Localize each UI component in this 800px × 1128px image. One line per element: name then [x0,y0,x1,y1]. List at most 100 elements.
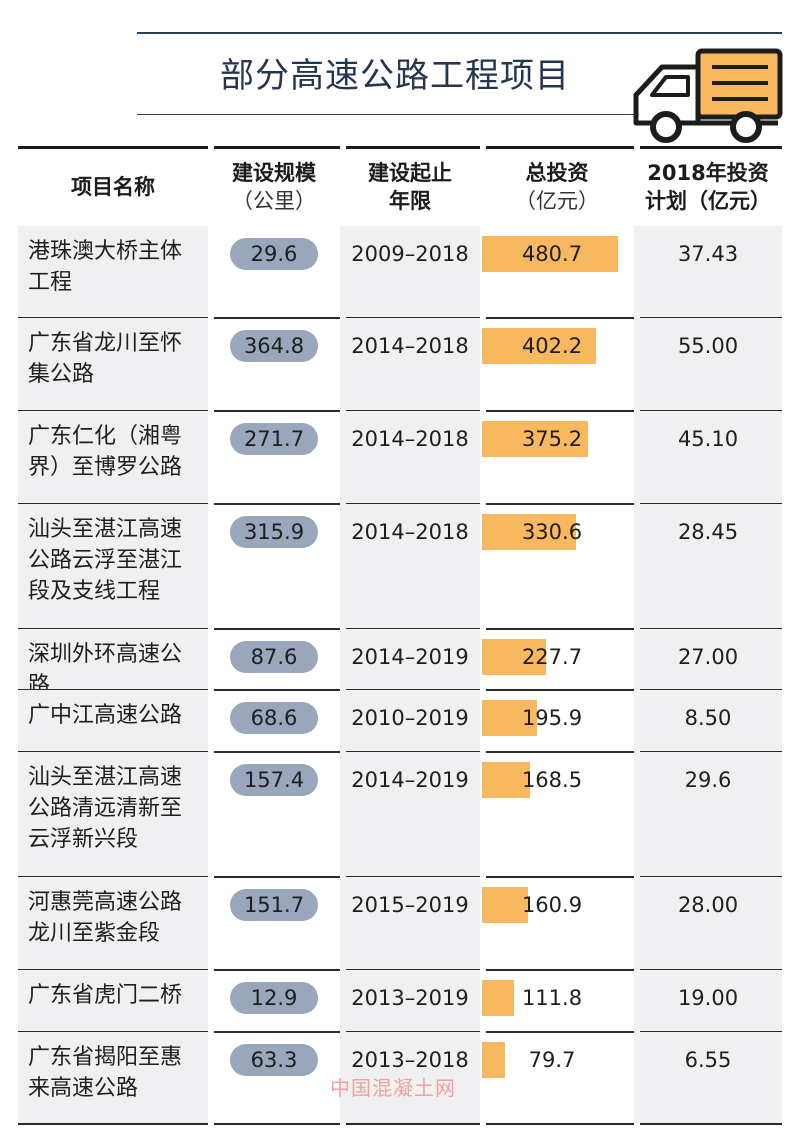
investment-value: 227.7 [521,645,583,669]
column-header-investment-label: 总投资 [525,160,589,185]
project-name: 广东仁化（湘粤界）至博罗公路 [28,424,183,480]
cell-project-name: 广东省揭阳至惠来高速公路 [18,1032,208,1124]
cell-project-name: 广东省龙川至怀集公路 [18,318,208,411]
column-header-scale-label: 建设规模 [232,160,316,185]
cell-investment: 111.8 [480,970,634,1032]
column-header-name: 项目名称 [18,149,208,224]
scale-badge: 68.6 [230,702,318,734]
construction-years: 2014–2019 [351,645,469,669]
watermark: 中国混凝土网 [330,1076,456,1100]
title-rule-bottom [137,114,637,115]
plan-value: 6.55 [684,1048,732,1072]
cell-years: 2010–2019 [340,690,480,752]
table-row: 河惠莞高速公路龙川至紫金段 151.7 2015–2019 160.9 28.00 [18,877,782,971]
scale-badge: 12.9 [230,982,318,1014]
investment-bar [482,887,528,923]
cell-plan: 28.45 [634,504,782,629]
page-title: 部分高速公路工程项目 [220,56,570,96]
cell-investment: 330.6 [480,504,634,629]
column-header-years: 建设起止 年限 [340,149,480,224]
investment-value: 330.6 [521,520,583,544]
column-header-years-label: 建设起止 [368,160,452,185]
table-row: 汕头至湛江高速公路云浮至湛江段及支线工程 315.9 2014–2018 330.6 2… [18,504,782,630]
investment-bar [482,514,576,550]
project-name: 汕头至湛江高速公路清远清新至云浮新兴段 [28,765,183,852]
investment-value: 480.7 [521,242,583,266]
construction-years: 2009–2018 [351,242,469,266]
cell-scale: 157.4 [208,752,340,877]
investment-bar [482,1042,505,1078]
header: 部分高速公路工程项目 [0,0,800,143]
cell-scale: 87.6 [208,629,340,690]
investment-bar [482,700,537,736]
cell-years: 2014–2018 [340,504,480,629]
cell-project-name: 广东省虎门二桥 [18,970,208,1032]
cell-years: 2015–2019 [340,877,480,970]
cell-project-name: 广中江高速公路 [18,690,208,752]
cell-project-name: 深圳外环高速公路 [18,629,208,698]
scale-badge: 29.6 [230,238,318,270]
cell-years: 2014–2019 [340,629,480,690]
investment-value: 160.9 [521,893,583,917]
construction-years: 2013–2019 [351,986,469,1010]
construction-years: 2015–2019 [351,893,469,917]
plan-value: 19.00 [677,986,739,1010]
cell-plan: 37.43 [634,226,782,318]
cell-project-name: 汕头至湛江高速公路云浮至湛江段及支线工程 [18,504,208,629]
construction-years: 2014–2018 [351,520,469,544]
column-header-investment-unit: （亿元） [515,188,599,213]
cell-project-name: 广东仁化（湘粤界）至博罗公路 [18,411,208,504]
project-name: 广东省揭阳至惠来高速公路 [28,1045,183,1101]
table-row: 广东省揭阳至惠来高速公路 63.3 2013–2018 79.7 6.55 [18,1032,782,1125]
cell-scale: 151.7 [208,877,340,970]
cell-project-name: 港珠澳大桥主体工程 [18,226,208,318]
column-header-scale-unit: （公里） [232,188,316,213]
plan-value: 37.43 [677,242,739,266]
cell-scale: 29.6 [208,226,340,318]
cell-investment: 402.2 [480,318,634,411]
cell-project-name: 汕头至湛江高速公路清远清新至云浮新兴段 [18,752,208,877]
cell-investment: 195.9 [480,690,634,752]
scale-badge: 271.7 [230,423,318,455]
cell-scale: 315.9 [208,504,340,629]
scale-badge: 87.6 [230,641,318,673]
investment-value: 168.5 [521,768,583,792]
project-name: 汕头至湛江高速公路云浮至湛江段及支线工程 [28,517,183,604]
table-row: 广东省虎门二桥 12.9 2013–2019 111.8 19.00 [18,970,782,1033]
cell-scale: 63.3 [208,1032,340,1124]
cell-years: 2014–2018 [340,411,480,504]
header-rule [214,146,340,149]
cell-plan: 28.00 [634,877,782,970]
plan-value: 45.10 [677,427,739,451]
column-header-name-label: 项目名称 [71,174,155,199]
column-header-plan: 2018年投资 计划（亿元） [634,149,782,224]
plan-value: 29.6 [684,768,732,792]
cell-scale: 68.6 [208,690,340,752]
investment-bar [482,980,514,1016]
cell-plan: 19.00 [634,970,782,1032]
cell-project-name: 河惠莞高速公路龙川至紫金段 [18,877,208,970]
column-header-plan-label: 2018年投资 [647,160,769,185]
cell-investment: 480.7 [480,226,634,318]
column-header-investment: 总投资 （亿元） [480,149,634,224]
cell-investment: 168.5 [480,752,634,877]
plan-value: 27.00 [677,645,739,669]
plan-value: 28.45 [677,520,739,544]
scale-badge: 315.9 [230,516,318,548]
investment-bar [482,421,588,457]
column-header-scale: 建设规模 （公里） [208,149,340,224]
column-header-plan-unit: 计划（亿元） [645,188,771,213]
column-header-years-label-2: 年限 [389,188,431,213]
cell-investment: 227.7 [480,629,634,690]
construction-years: 2013–2018 [351,1048,469,1072]
header-rule [346,146,480,149]
cell-investment: 160.9 [480,877,634,970]
cell-years: 2014–2018 [340,318,480,411]
construction-years: 2010–2019 [351,706,469,730]
project-name: 广东省龙川至怀集公路 [28,331,183,387]
table-row: 广东省龙川至怀集公路 364.8 2014–2018 402.2 55.00 [18,318,782,412]
investment-bar [482,236,618,272]
construction-years: 2014–2018 [351,334,469,358]
project-name: 河惠莞高速公路龙川至紫金段 [28,890,183,946]
investment-value: 402.2 [521,334,583,358]
